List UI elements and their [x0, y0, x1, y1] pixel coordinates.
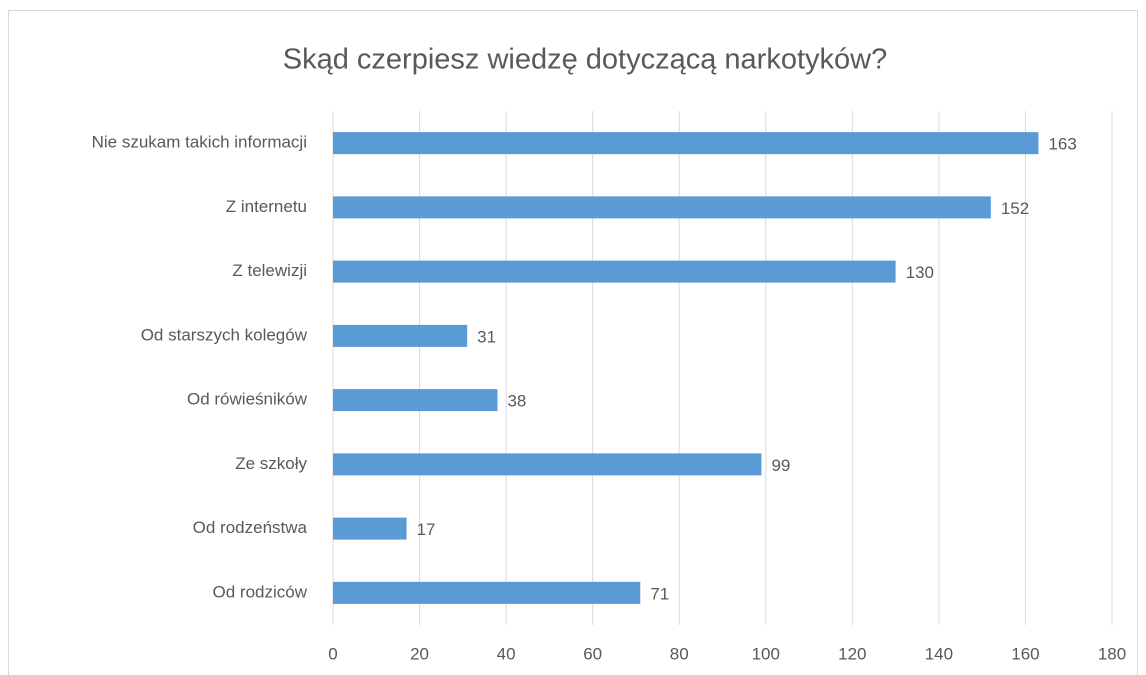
- bar: [333, 132, 1039, 155]
- bar: [333, 196, 991, 219]
- x-tick-label: 100: [752, 644, 780, 663]
- y-tick-label: Od starszych kolegów: [141, 325, 308, 344]
- data-label: 17: [417, 520, 436, 539]
- data-label: 31: [477, 327, 496, 346]
- x-tick-label: 180: [1098, 644, 1126, 663]
- bar: [333, 260, 896, 283]
- bar: [333, 453, 762, 476]
- x-tick-label: 140: [925, 644, 953, 663]
- x-tick-label: 40: [497, 644, 516, 663]
- y-tick-label: Nie szukam takich informacji: [92, 133, 307, 152]
- data-label: 38: [507, 392, 526, 411]
- x-tick-label: 80: [670, 644, 689, 663]
- x-tick-label: 60: [583, 644, 602, 663]
- data-label: 99: [771, 456, 790, 475]
- chart-frame: [8, 10, 1138, 675]
- x-tick-label: 0: [328, 644, 337, 663]
- data-label: 71: [650, 584, 669, 603]
- y-tick-label: Z internetu: [226, 197, 307, 216]
- data-label: 163: [1048, 135, 1076, 154]
- y-tick-label: Z telewizji: [232, 261, 307, 280]
- data-label: 130: [906, 263, 934, 282]
- x-tick-label: 120: [838, 644, 866, 663]
- chart-title: Skąd czerpiesz wiedzę dotyczącą narkotyk…: [283, 44, 887, 76]
- bar: [333, 324, 468, 347]
- data-label: 152: [1001, 199, 1029, 218]
- bar: [333, 389, 498, 412]
- bar: [333, 517, 407, 540]
- y-tick-label: Od rodzeństwa: [193, 518, 308, 537]
- y-tick-label: Od rodziców: [213, 582, 308, 601]
- y-tick-label: Ze szkoły: [235, 454, 307, 473]
- y-tick-label: Od rówieśników: [187, 390, 308, 409]
- x-tick-label: 160: [1011, 644, 1039, 663]
- x-tick-label: 20: [410, 644, 429, 663]
- bar: [333, 581, 641, 604]
